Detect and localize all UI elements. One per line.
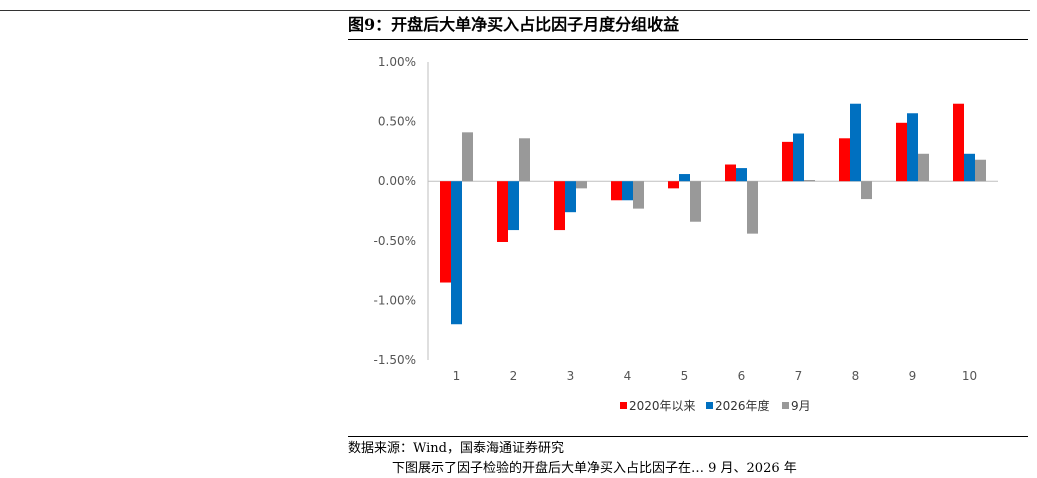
figure-title: 图9：开盘后大单净买入占比因子月度分组收益 <box>348 15 680 34</box>
legend-swatch-1 <box>620 402 627 409</box>
source-note: 数据来源：Wind，国泰海通证券研究 <box>348 441 564 456</box>
y-tick-label: -1.00% <box>374 293 416 307</box>
legend-label-3: 9月 <box>791 399 811 413</box>
source-rule <box>348 436 1028 437</box>
bar-3-5 <box>690 181 701 222</box>
x-tick-label: 9 <box>909 369 917 383</box>
bar-2-4 <box>622 181 633 201</box>
bar-3-1 <box>462 132 473 182</box>
bar-1-8 <box>839 138 850 182</box>
bar-1-1 <box>440 181 451 283</box>
bar-2-3 <box>565 181 576 213</box>
bar-1-10 <box>953 103 964 182</box>
bar-2-1 <box>451 181 462 325</box>
x-tick-label: 8 <box>852 369 860 383</box>
bar-2-8 <box>850 103 861 182</box>
x-tick-label: 2 <box>510 369 518 383</box>
bar-3-3 <box>576 181 587 189</box>
y-tick-label: 1.00% <box>378 55 416 69</box>
y-tick-label: 0.00% <box>378 174 416 188</box>
legend-swatch-3 <box>782 402 789 409</box>
bar-1-5 <box>668 181 679 189</box>
legend-label-2: 2026年度 <box>715 398 770 413</box>
y-tick-label: -1.50% <box>374 353 416 367</box>
x-tick-label: 4 <box>624 369 632 383</box>
x-tick-label: 1 <box>453 369 461 383</box>
bar-3-6 <box>747 181 758 234</box>
bar-3-9 <box>918 153 929 182</box>
legend-swatch-2 <box>706 402 713 409</box>
bar-1-7 <box>782 141 793 182</box>
bar-1-6 <box>725 164 736 182</box>
bar-chart: 1.00% 0.50% 0.00% -0.50% -1.00% -1.50% 1 2 3 4 5 6 7… <box>374 55 998 413</box>
y-tick-label: -0.50% <box>374 234 416 248</box>
bar-1-2 <box>497 181 508 242</box>
y-tick-label: 0.50% <box>378 115 416 129</box>
bar-1-9 <box>896 122 907 182</box>
bar-1-3 <box>554 181 565 231</box>
bar-3-2 <box>519 138 530 182</box>
bar-3-10 <box>975 159 986 182</box>
x-tick-label: 5 <box>681 369 689 383</box>
title-rule <box>348 39 1028 40</box>
x-tick-label: 6 <box>738 369 746 383</box>
bar-3-7 <box>804 180 815 182</box>
bar-2-10 <box>964 153 975 182</box>
legend-label-1: 2020年以来 <box>629 399 696 413</box>
bar-2-6 <box>736 168 747 182</box>
bar-3-4 <box>633 181 644 209</box>
body-text-fragment: 下图展示了因子检验的开盘后大单净买入占比因子在… 9 月、2026 年 <box>392 461 797 476</box>
x-tick-label: 10 <box>962 369 977 383</box>
x-tick-label: 7 <box>795 369 803 383</box>
top-rule <box>0 10 1030 11</box>
bar-2-2 <box>508 181 519 231</box>
bar-2-7 <box>793 133 804 182</box>
bar-2-9 <box>907 113 918 182</box>
bar-2-5 <box>679 174 690 182</box>
bar-1-4 <box>611 181 622 201</box>
x-tick-label: 3 <box>567 369 575 383</box>
bar-3-8 <box>861 181 872 200</box>
